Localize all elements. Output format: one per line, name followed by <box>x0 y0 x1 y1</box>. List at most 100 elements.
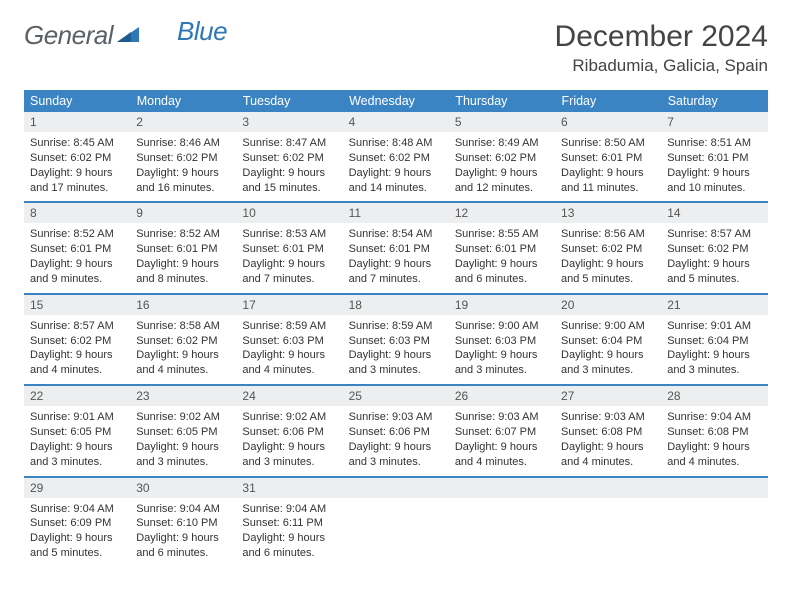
daylight-line: Daylight: 9 hours and 5 minutes. <box>30 531 124 561</box>
sunrise-line: Sunrise: 8:55 AM <box>455 227 549 242</box>
sunset-line: Sunset: 6:11 PM <box>242 516 336 531</box>
sunset-line: Sunset: 6:03 PM <box>242 334 336 349</box>
calendar-day-cell <box>343 477 449 567</box>
sunrise-line: Sunrise: 8:59 AM <box>349 319 443 334</box>
sunrise-line: Sunrise: 8:57 AM <box>667 227 761 242</box>
day-details: Sunrise: 9:01 AMSunset: 6:04 PMDaylight:… <box>661 315 767 384</box>
sunset-line: Sunset: 6:01 PM <box>242 242 336 257</box>
day-number: 27 <box>555 386 661 406</box>
day-number: 9 <box>130 203 236 223</box>
daylight-line: Daylight: 9 hours and 11 minutes. <box>561 166 655 196</box>
calendar-day-cell: 9Sunrise: 8:52 AMSunset: 6:01 PMDaylight… <box>130 202 236 293</box>
day-details: Sunrise: 8:52 AMSunset: 6:01 PMDaylight:… <box>130 223 236 292</box>
calendar-day-cell <box>449 477 555 567</box>
day-details: Sunrise: 8:53 AMSunset: 6:01 PMDaylight:… <box>236 223 342 292</box>
sunset-line: Sunset: 6:02 PM <box>455 151 549 166</box>
day-number: 15 <box>24 295 130 315</box>
daylight-line: Daylight: 9 hours and 8 minutes. <box>136 257 230 287</box>
day-details: Sunrise: 9:02 AMSunset: 6:05 PMDaylight:… <box>130 406 236 475</box>
day-details: Sunrise: 9:04 AMSunset: 6:10 PMDaylight:… <box>130 498 236 567</box>
sunrise-line: Sunrise: 9:04 AM <box>30 502 124 517</box>
sunrise-line: Sunrise: 8:45 AM <box>30 136 124 151</box>
calendar-day-cell: 30Sunrise: 9:04 AMSunset: 6:10 PMDayligh… <box>130 477 236 567</box>
sunrise-line: Sunrise: 9:02 AM <box>136 410 230 425</box>
sunset-line: Sunset: 6:01 PM <box>30 242 124 257</box>
day-number: 5 <box>449 112 555 132</box>
day-number: 1 <box>24 112 130 132</box>
daylight-line: Daylight: 9 hours and 10 minutes. <box>667 166 761 196</box>
title-block: December 2024 Ribadumia, Galicia, Spain <box>555 20 768 76</box>
calendar-day-cell: 31Sunrise: 9:04 AMSunset: 6:11 PMDayligh… <box>236 477 342 567</box>
sunrise-line: Sunrise: 9:04 AM <box>242 502 336 517</box>
sunrise-line: Sunrise: 8:49 AM <box>455 136 549 151</box>
calendar-day-cell: 19Sunrise: 9:00 AMSunset: 6:03 PMDayligh… <box>449 294 555 385</box>
daylight-line: Daylight: 9 hours and 3 minutes. <box>667 348 761 378</box>
logo: General Blue <box>24 20 191 51</box>
calendar-day-cell: 13Sunrise: 8:56 AMSunset: 6:02 PMDayligh… <box>555 202 661 293</box>
sunset-line: Sunset: 6:01 PM <box>667 151 761 166</box>
calendar-day-cell: 24Sunrise: 9:02 AMSunset: 6:06 PMDayligh… <box>236 385 342 476</box>
weekday-header: Friday <box>555 90 661 112</box>
day-number: 20 <box>555 295 661 315</box>
sunrise-line: Sunrise: 9:03 AM <box>561 410 655 425</box>
calendar-week-row: 15Sunrise: 8:57 AMSunset: 6:02 PMDayligh… <box>24 294 768 385</box>
daylight-line: Daylight: 9 hours and 6 minutes. <box>242 531 336 561</box>
weekday-header: Monday <box>130 90 236 112</box>
calendar-week-row: 22Sunrise: 9:01 AMSunset: 6:05 PMDayligh… <box>24 385 768 476</box>
weekday-header: Sunday <box>24 90 130 112</box>
day-details: Sunrise: 9:04 AMSunset: 6:08 PMDaylight:… <box>661 406 767 475</box>
day-details: Sunrise: 9:01 AMSunset: 6:05 PMDaylight:… <box>24 406 130 475</box>
weekday-header: Thursday <box>449 90 555 112</box>
calendar-day-cell: 17Sunrise: 8:59 AMSunset: 6:03 PMDayligh… <box>236 294 342 385</box>
sunrise-line: Sunrise: 8:51 AM <box>667 136 761 151</box>
day-number: 14 <box>661 203 767 223</box>
sunrise-line: Sunrise: 9:03 AM <box>455 410 549 425</box>
day-number: 23 <box>130 386 236 406</box>
calendar-day-cell: 5Sunrise: 8:49 AMSunset: 6:02 PMDaylight… <box>449 112 555 202</box>
sunrise-line: Sunrise: 9:04 AM <box>667 410 761 425</box>
day-number: 3 <box>236 112 342 132</box>
day-number: 17 <box>236 295 342 315</box>
calendar-week-row: 29Sunrise: 9:04 AMSunset: 6:09 PMDayligh… <box>24 477 768 567</box>
sunset-line: Sunset: 6:01 PM <box>349 242 443 257</box>
sunrise-line: Sunrise: 9:00 AM <box>561 319 655 334</box>
day-number: 29 <box>24 478 130 498</box>
calendar-day-cell: 20Sunrise: 9:00 AMSunset: 6:04 PMDayligh… <box>555 294 661 385</box>
day-number-empty <box>555 478 661 498</box>
day-details: Sunrise: 8:49 AMSunset: 6:02 PMDaylight:… <box>449 132 555 201</box>
day-details: Sunrise: 9:02 AMSunset: 6:06 PMDaylight:… <box>236 406 342 475</box>
daylight-line: Daylight: 9 hours and 3 minutes. <box>561 348 655 378</box>
daylight-line: Daylight: 9 hours and 6 minutes. <box>136 531 230 561</box>
day-number-empty <box>343 478 449 498</box>
calendar-day-cell <box>661 477 767 567</box>
day-details: Sunrise: 9:03 AMSunset: 6:06 PMDaylight:… <box>343 406 449 475</box>
sunrise-line: Sunrise: 9:04 AM <box>136 502 230 517</box>
sunset-line: Sunset: 6:03 PM <box>455 334 549 349</box>
sunrise-line: Sunrise: 8:54 AM <box>349 227 443 242</box>
day-number: 16 <box>130 295 236 315</box>
daylight-line: Daylight: 9 hours and 4 minutes. <box>667 440 761 470</box>
calendar-day-cell: 27Sunrise: 9:03 AMSunset: 6:08 PMDayligh… <box>555 385 661 476</box>
daylight-line: Daylight: 9 hours and 4 minutes. <box>136 348 230 378</box>
day-number: 11 <box>343 203 449 223</box>
sunrise-line: Sunrise: 8:53 AM <box>242 227 336 242</box>
weekday-header: Saturday <box>661 90 767 112</box>
calendar-day-cell: 25Sunrise: 9:03 AMSunset: 6:06 PMDayligh… <box>343 385 449 476</box>
day-number: 7 <box>661 112 767 132</box>
sunset-line: Sunset: 6:01 PM <box>136 242 230 257</box>
calendar-day-cell: 16Sunrise: 8:58 AMSunset: 6:02 PMDayligh… <box>130 294 236 385</box>
sunset-line: Sunset: 6:03 PM <box>349 334 443 349</box>
day-number: 8 <box>24 203 130 223</box>
daylight-line: Daylight: 9 hours and 9 minutes. <box>30 257 124 287</box>
sunset-line: Sunset: 6:02 PM <box>667 242 761 257</box>
daylight-line: Daylight: 9 hours and 5 minutes. <box>667 257 761 287</box>
sunset-line: Sunset: 6:05 PM <box>136 425 230 440</box>
day-number-empty <box>661 478 767 498</box>
weekday-header: Tuesday <box>236 90 342 112</box>
calendar-day-cell: 4Sunrise: 8:48 AMSunset: 6:02 PMDaylight… <box>343 112 449 202</box>
calendar-day-cell: 23Sunrise: 9:02 AMSunset: 6:05 PMDayligh… <box>130 385 236 476</box>
day-details: Sunrise: 9:00 AMSunset: 6:03 PMDaylight:… <box>449 315 555 384</box>
sunrise-line: Sunrise: 8:47 AM <box>242 136 336 151</box>
calendar-day-cell: 28Sunrise: 9:04 AMSunset: 6:08 PMDayligh… <box>661 385 767 476</box>
sunset-line: Sunset: 6:02 PM <box>30 334 124 349</box>
